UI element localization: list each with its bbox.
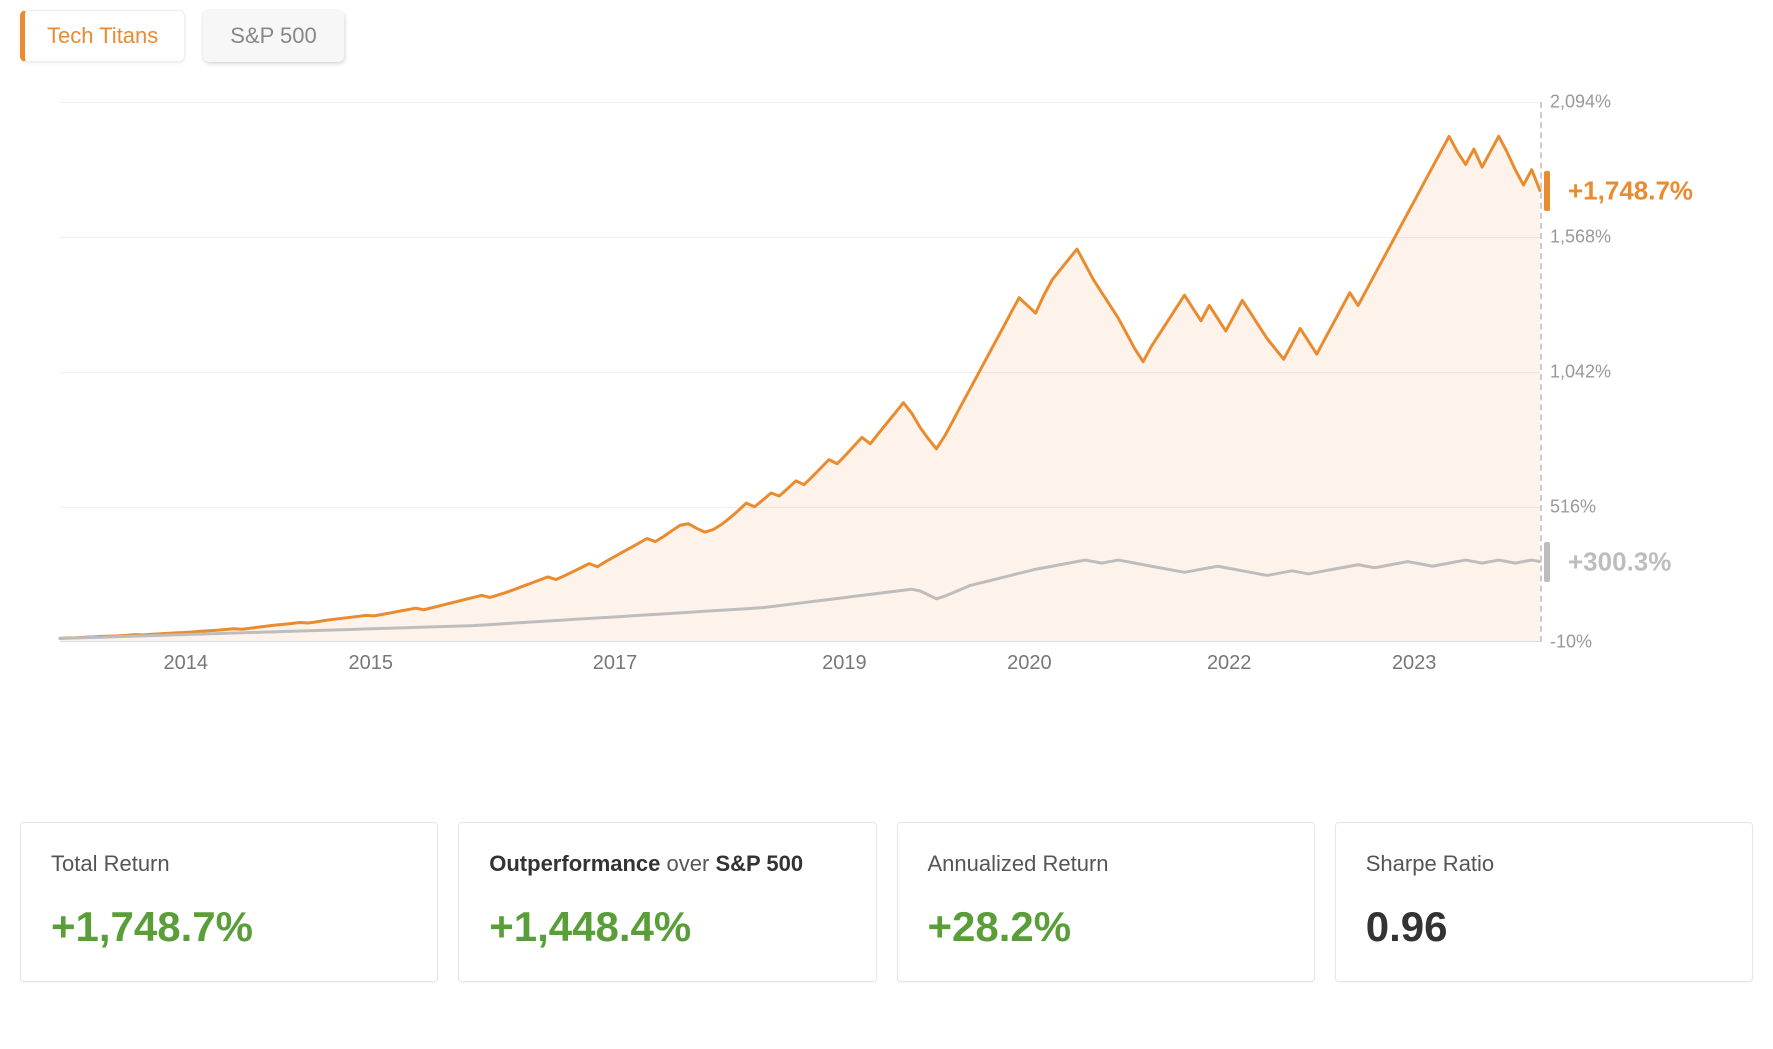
metric-value: +1,748.7% — [51, 903, 407, 951]
y-axis-tick-label: 1,042% — [1550, 362, 1611, 383]
metric-label: Outperformance over S&P 500 — [489, 851, 845, 877]
metric-outperformance: Outperformance over S&P 500 +1,448.4% — [458, 822, 876, 982]
metric-label: Total Return — [51, 851, 407, 877]
series-end-tick — [1544, 171, 1550, 211]
x-axis-tick-label: 2017 — [593, 652, 638, 675]
performance-chart: 2,094% 1,568% 1,042% 516% -10% 2014 2015 2017 20… — [20, 82, 1753, 722]
y-axis-tick-label: -10% — [1550, 632, 1592, 653]
metric-sharpe: Sharpe Ratio 0.96 — [1335, 822, 1753, 982]
x-axis-tick-label: 2023 — [1392, 652, 1437, 675]
series-end-label: +1,748.7% — [1558, 169, 1703, 212]
series-end-label: +300.3% — [1558, 541, 1681, 584]
series-end-tick — [1544, 542, 1550, 582]
chart-end-marker-line — [1540, 102, 1542, 642]
x-axis-tick-label: 2020 — [1007, 652, 1052, 675]
x-axis-tick-label: 2015 — [349, 652, 394, 675]
metric-value: +28.2% — [928, 903, 1284, 951]
metric-value: 0.96 — [1366, 903, 1722, 951]
chart-plot-area — [60, 102, 1540, 642]
y-axis-tick-label: 2,094% — [1550, 92, 1611, 113]
x-axis-tick-label: 2014 — [164, 652, 209, 675]
x-axis-tick-label: 2022 — [1207, 652, 1252, 675]
y-axis-tick-label: 1,568% — [1550, 227, 1611, 248]
metric-annualized: Annualized Return +28.2% — [897, 822, 1315, 982]
metric-label: Annualized Return — [928, 851, 1284, 877]
tab-sp500[interactable]: S&P 500 — [203, 10, 343, 62]
y-axis-tick-label: 516% — [1550, 497, 1596, 518]
x-axis-tick-label: 2019 — [822, 652, 867, 675]
tab-tech-titans[interactable]: Tech Titans — [20, 10, 185, 62]
metric-total-return: Total Return +1,748.7% — [20, 822, 438, 982]
metric-label: Sharpe Ratio — [1366, 851, 1722, 877]
series-tabs: Tech Titans S&P 500 — [20, 10, 1753, 62]
series-area-0 — [60, 136, 1540, 641]
metrics-row: Total Return +1,748.7% Outperformance ov… — [20, 822, 1753, 982]
metric-value: +1,448.4% — [489, 903, 845, 951]
